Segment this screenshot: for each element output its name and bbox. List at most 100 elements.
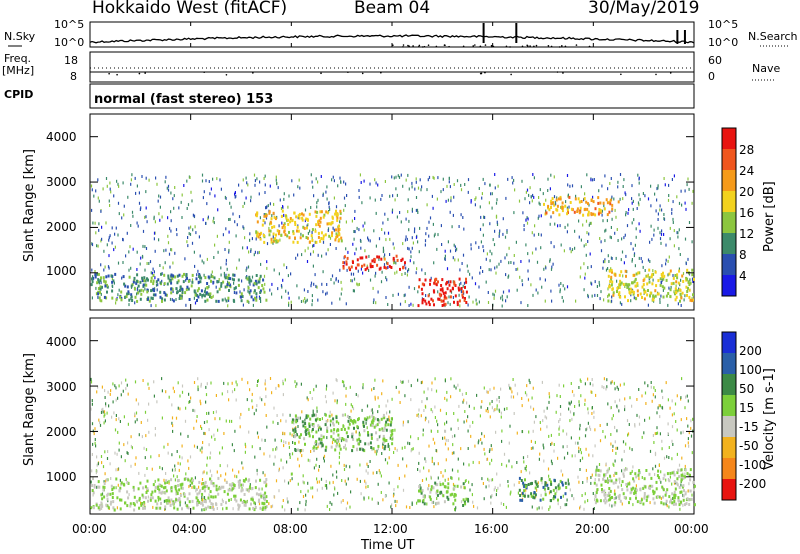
range-gate-cell bbox=[550, 202, 553, 206]
range-gate-cell bbox=[102, 187, 104, 191]
range-gate-cell bbox=[473, 504, 475, 508]
range-gate-cell bbox=[254, 279, 257, 283]
range-gate-cell bbox=[195, 489, 197, 493]
range-gate-cell bbox=[175, 489, 178, 493]
nave-dot bbox=[556, 71, 559, 73]
range-gate-cell bbox=[545, 198, 547, 202]
range-gate-cell bbox=[97, 480, 100, 484]
range-gate-cell bbox=[117, 430, 119, 434]
range-gate-cell bbox=[658, 464, 660, 467]
range-gate-cell bbox=[331, 441, 334, 445]
range-gate-cell bbox=[591, 294, 593, 298]
range-gate-cell bbox=[139, 297, 142, 301]
range-gate-cell bbox=[93, 432, 95, 436]
range-gate-cell bbox=[511, 176, 513, 180]
range-gate-cell bbox=[571, 184, 574, 188]
range-gate-cell bbox=[427, 487, 430, 491]
range-gate-cell bbox=[667, 398, 669, 402]
range-gate-cell bbox=[564, 287, 566, 291]
range-gate-cell bbox=[101, 461, 103, 465]
range-gate-cell bbox=[545, 209, 547, 213]
range-gate-cell bbox=[346, 256, 349, 260]
range-gate-cell bbox=[490, 501, 492, 505]
range-gate-cell bbox=[610, 283, 613, 287]
range-gate-cell bbox=[536, 488, 538, 492]
range-gate-cell bbox=[188, 226, 190, 230]
range-gate-cell bbox=[263, 290, 266, 294]
range-gate-cell bbox=[614, 489, 616, 493]
range-gate-cell bbox=[196, 273, 198, 277]
range-gate-cell bbox=[578, 436, 581, 440]
range-gate-cell bbox=[355, 393, 357, 396]
range-gate-cell bbox=[563, 456, 566, 460]
range-gate-cell bbox=[570, 436, 572, 440]
range-gate-cell bbox=[369, 423, 372, 427]
range-gate-cell bbox=[609, 406, 612, 410]
range-gate-cell bbox=[413, 230, 416, 234]
range-gate-cell bbox=[410, 250, 412, 254]
range-gate-cell bbox=[149, 496, 152, 500]
range-gate-cell bbox=[655, 209, 657, 213]
range-gate-cell bbox=[370, 409, 372, 413]
range-gate-cell bbox=[326, 291, 328, 295]
range-gate-cell bbox=[453, 195, 455, 199]
range-gate-cell bbox=[195, 231, 197, 235]
range-gate-cell bbox=[548, 392, 550, 396]
range-gate-cell bbox=[315, 384, 317, 388]
range-gate-cell bbox=[208, 285, 210, 289]
range-gate-cell bbox=[428, 175, 431, 179]
range-gate-cell bbox=[91, 208, 93, 212]
range-gate-cell bbox=[111, 280, 114, 284]
range-gate-cell bbox=[372, 419, 375, 423]
range-gate-cell bbox=[663, 213, 665, 216]
range-gate-cell bbox=[367, 442, 370, 446]
range-gate-cell bbox=[546, 482, 548, 485]
range-gate-cell bbox=[386, 411, 388, 415]
range-gate-cell bbox=[329, 501, 331, 505]
range-gate-cell bbox=[662, 495, 664, 499]
range-gate-cell bbox=[304, 300, 306, 304]
range-gate-cell bbox=[527, 304, 529, 307]
range-gate-cell bbox=[385, 404, 387, 408]
range-gate-cell bbox=[134, 420, 136, 424]
power-cb-tick-6: 28 bbox=[739, 143, 755, 157]
colorbar-segment bbox=[722, 275, 736, 296]
range-gate-cell bbox=[376, 438, 379, 442]
range-gate-cell bbox=[164, 505, 167, 509]
range-gate-cell bbox=[144, 287, 146, 291]
range-gate-cell bbox=[328, 414, 331, 418]
range-gate-cell bbox=[526, 221, 529, 225]
range-gate-cell bbox=[673, 496, 676, 500]
range-gate-cell bbox=[264, 491, 267, 495]
noise-search-dot bbox=[402, 46, 404, 48]
range-gate-cell bbox=[602, 260, 605, 264]
range-gate-cell bbox=[589, 252, 591, 256]
range-gate-cell bbox=[496, 220, 498, 224]
range-gate-cell bbox=[423, 390, 425, 394]
nave-dot bbox=[138, 72, 141, 75]
range-gate-cell bbox=[320, 434, 323, 438]
range-gate-cell bbox=[275, 386, 277, 390]
noise-search-dot bbox=[533, 45, 535, 48]
range-gate-cell bbox=[567, 183, 569, 187]
range-gate-cell bbox=[335, 444, 338, 448]
range-gate-cell bbox=[146, 262, 148, 265]
range-gate-cell bbox=[382, 441, 385, 445]
range-gate-cell bbox=[465, 277, 467, 281]
range-gate-cell bbox=[628, 208, 630, 212]
range-gate-cell bbox=[165, 293, 168, 297]
range-gate-cell bbox=[685, 207, 687, 211]
noise-search-dot bbox=[474, 44, 476, 46]
noise-search-dot bbox=[418, 44, 421, 47]
range-gate-cell bbox=[558, 197, 560, 201]
nave-tick-bottom: 0 bbox=[708, 70, 715, 83]
range-gate-cell bbox=[269, 229, 272, 233]
noise-search-dot bbox=[407, 44, 409, 47]
range-gate-cell bbox=[445, 438, 447, 442]
range-gate-cell bbox=[312, 185, 314, 189]
range-gate-cell bbox=[378, 420, 381, 424]
range-gate-cell bbox=[594, 213, 597, 217]
range-gate-cell bbox=[112, 486, 115, 490]
range-gate-cell bbox=[198, 485, 200, 489]
range-gate-cell bbox=[235, 380, 237, 384]
